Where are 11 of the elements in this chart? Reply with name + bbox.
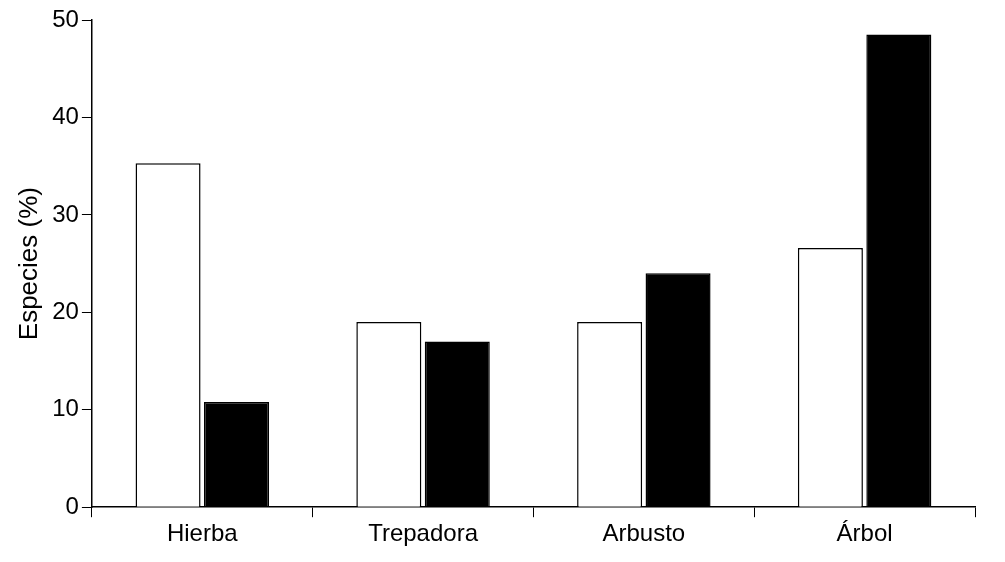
y-axis-title: Especies (%)	[12, 187, 43, 341]
x-tick-label: Hierba	[166, 519, 239, 547]
x-tick-label: Árbol	[836, 519, 893, 547]
y-tick-label: 20	[52, 296, 79, 324]
y-tick-label: 30	[52, 199, 79, 227]
y-tick-label: 10	[52, 394, 79, 422]
y-tick-label: 0	[65, 491, 79, 519]
x-tick-label: Arbusto	[602, 519, 686, 547]
y-tick-label: 40	[52, 102, 79, 130]
x-tick-label: Trepadora	[368, 519, 479, 547]
y-tick-label: 50	[52, 4, 79, 32]
